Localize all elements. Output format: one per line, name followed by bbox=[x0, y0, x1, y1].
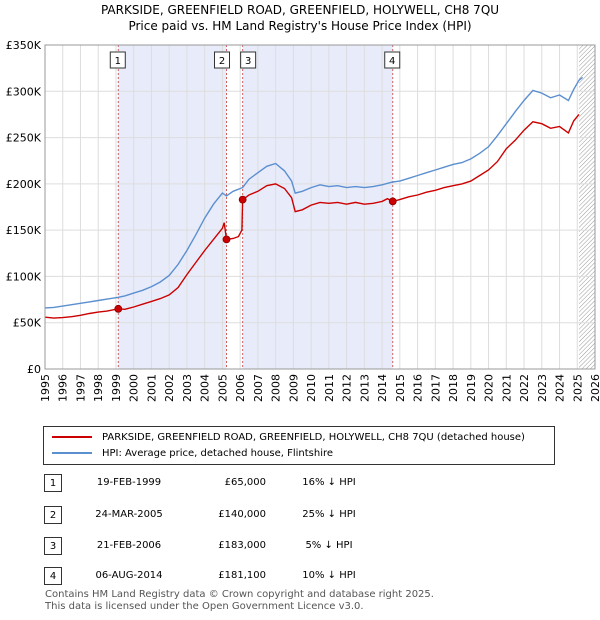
transaction-price: £65,000 bbox=[224, 477, 266, 488]
x-tick-label: 2001 bbox=[145, 374, 158, 402]
y-tick-label: £50K bbox=[13, 317, 42, 330]
transaction-date: 06-AUG-2014 bbox=[95, 570, 163, 581]
x-tick-label: 2005 bbox=[216, 374, 229, 402]
projection-hatch bbox=[579, 45, 595, 369]
y-tick-label: £150K bbox=[6, 224, 42, 237]
x-tick-label: 2022 bbox=[518, 374, 531, 402]
shaded-period bbox=[118, 45, 227, 369]
legend-label-property: PARKSIDE, GREENFIELD ROAD, GREENFIELD, H… bbox=[102, 431, 525, 443]
x-tick-label: 2015 bbox=[394, 374, 407, 402]
transaction-number: 2 bbox=[44, 506, 62, 524]
transaction-hpi-diff: 10% ↓ HPI bbox=[302, 570, 356, 581]
transaction-date: 21-FEB-2006 bbox=[96, 540, 162, 551]
y-tick-label: £250K bbox=[6, 132, 42, 145]
x-tick-label: 1995 bbox=[39, 374, 52, 402]
x-tick-label: 2017 bbox=[429, 374, 442, 402]
x-tick-label: 2004 bbox=[199, 374, 212, 402]
x-tick-label: 2025 bbox=[571, 374, 584, 402]
legend-swatch-red bbox=[52, 436, 92, 438]
transaction-point bbox=[238, 195, 247, 204]
x-tick-label: 2011 bbox=[323, 374, 336, 402]
transaction-price: £181,100 bbox=[218, 570, 266, 581]
x-tick-label: 2024 bbox=[554, 374, 567, 402]
legend-item-hpi: HPI: Average price, detached house, Flin… bbox=[52, 446, 333, 460]
x-tick-label: 2000 bbox=[128, 374, 141, 402]
x-tick-label: 1997 bbox=[74, 374, 87, 402]
transaction-hpi-diff: 5% ↓ HPI bbox=[305, 540, 353, 551]
legend-item-property: PARKSIDE, GREENFIELD ROAD, GREENFIELD, H… bbox=[52, 430, 525, 444]
transaction-hpi-diff: 25% ↓ HPI bbox=[302, 509, 356, 520]
y-tick-label: £0 bbox=[27, 363, 41, 376]
transaction-date: 24-MAR-2005 bbox=[95, 509, 163, 520]
series-line-property bbox=[44, 113, 580, 319]
series-line-hpi bbox=[44, 76, 584, 309]
transaction-point bbox=[388, 197, 397, 206]
transaction-label-box bbox=[240, 51, 257, 69]
transaction-label-box bbox=[109, 51, 126, 69]
x-tick-label: 2009 bbox=[287, 374, 300, 402]
chart-title: PARKSIDE, GREENFIELD ROAD, GREENFIELD, H… bbox=[100, 3, 500, 17]
transaction-label: 4 bbox=[389, 56, 395, 67]
legend-label-hpi: HPI: Average price, detached house, Flin… bbox=[102, 447, 334, 459]
x-tick-label: 2008 bbox=[270, 374, 283, 402]
x-tick-label: 2019 bbox=[465, 374, 478, 402]
y-tick-label: £100K bbox=[6, 270, 42, 283]
transaction-price: £140,000 bbox=[218, 509, 266, 520]
transaction-number: 1 bbox=[44, 474, 62, 492]
transaction-hpi-diff: 16% ↓ HPI bbox=[302, 477, 356, 488]
transaction-point bbox=[222, 235, 231, 244]
x-tick-label: 2023 bbox=[536, 374, 549, 402]
x-tick-label: 2026 bbox=[589, 374, 600, 402]
transaction-price: £183,000 bbox=[218, 540, 266, 551]
legend-swatch-blue bbox=[52, 452, 92, 454]
footer-licence: This data is licensed under the Open Gov… bbox=[45, 601, 364, 612]
transaction-label: 2 bbox=[219, 56, 225, 67]
x-tick-label: 2016 bbox=[412, 374, 425, 402]
y-tick-label: £350K bbox=[6, 39, 42, 52]
price-chart: £0 £50K £100K £150K £200K £250K £300K £350K 1995… bbox=[6, 39, 600, 402]
x-tick-label: 2013 bbox=[358, 374, 371, 402]
x-tick-label: 2002 bbox=[163, 374, 176, 402]
x-tick-label: 1996 bbox=[57, 374, 70, 402]
x-tick-label: 2020 bbox=[483, 374, 496, 402]
footer-copyright: Contains HM Land Registry data © Crown c… bbox=[45, 589, 434, 600]
legend: PARKSIDE, GREENFIELD ROAD, GREENFIELD, H… bbox=[43, 426, 555, 465]
plot-border bbox=[44, 44, 596, 370]
transaction-point bbox=[114, 304, 123, 313]
x-tick-label: 2021 bbox=[500, 374, 513, 402]
y-tick-label: £300K bbox=[6, 85, 42, 98]
chart-subtitle: Price paid vs. HM Land Registry's House … bbox=[128, 19, 472, 33]
x-tick-label: 2010 bbox=[305, 374, 318, 402]
x-tick-label: 2003 bbox=[181, 374, 194, 402]
transaction-date: 19-FEB-1999 bbox=[96, 477, 162, 488]
transaction-label: 3 bbox=[245, 56, 251, 67]
x-tick-label: 2014 bbox=[376, 374, 389, 402]
y-tick-label: £200K bbox=[6, 178, 42, 191]
transaction-number: 3 bbox=[44, 537, 62, 555]
x-tick-label: 2007 bbox=[252, 374, 265, 402]
x-tick-label: 2006 bbox=[234, 374, 247, 402]
transaction-label: 1 bbox=[115, 56, 121, 67]
transaction-label-box bbox=[384, 51, 401, 69]
transaction-number: 4 bbox=[44, 567, 62, 585]
x-tick-label: 2012 bbox=[341, 374, 354, 402]
x-tick-label: 1999 bbox=[110, 374, 123, 402]
x-tick-label: 1998 bbox=[92, 374, 105, 402]
x-tick-label: 2018 bbox=[447, 374, 460, 402]
shaded-period bbox=[242, 45, 393, 369]
transaction-label-box bbox=[214, 51, 230, 69]
